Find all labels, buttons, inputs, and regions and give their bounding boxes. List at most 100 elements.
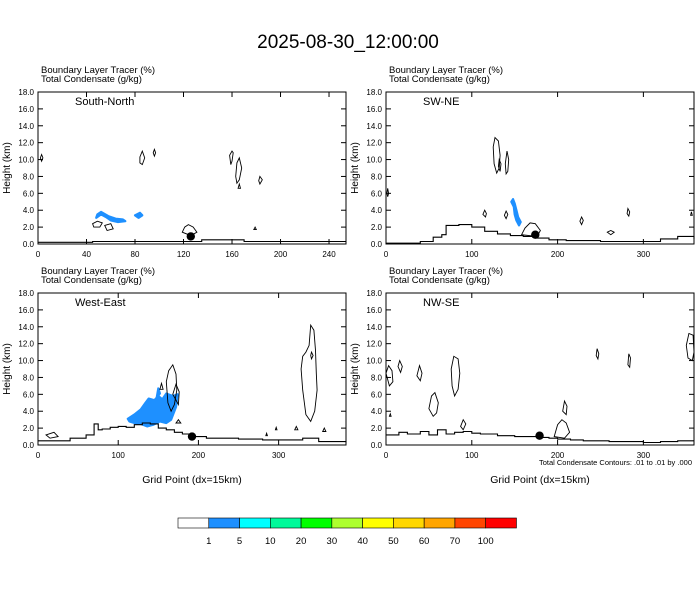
y-tick-label: 4.0 [371, 206, 383, 215]
x-tick-label: 0 [384, 451, 389, 460]
y-tick-label: 16.0 [366, 306, 382, 315]
y-tick-label: 10.0 [366, 357, 382, 366]
x-tick-label: 200 [192, 451, 206, 460]
tracer-area [133, 211, 144, 219]
condensate-contour [385, 364, 394, 387]
y-tick-label: 16.0 [18, 306, 34, 315]
condensate-contour [310, 350, 314, 361]
panel-label: NW-SE [423, 297, 459, 309]
y-tick-label: 6.0 [371, 189, 383, 198]
condensate-contour [388, 412, 392, 417]
figure-title: 2025-08-30_12:00:00 [257, 32, 439, 53]
x-tick-label: 120 [177, 250, 191, 259]
condensate-contour [627, 353, 631, 369]
panel-4: Boundary Layer Tracer (%)Total Condensat… [350, 266, 695, 486]
y-tick-label: 2.0 [371, 424, 383, 433]
y-tick-label: 6.0 [23, 390, 35, 399]
y-tick-label: 14.0 [18, 323, 34, 332]
panel-header-tracer: Boundary Layer Tracer (%) [389, 266, 503, 277]
condensate-contour [258, 175, 263, 186]
condensate-contour [579, 215, 584, 226]
condensate-contour [152, 148, 157, 158]
panel-2: Boundary Layer Tracer (%)Total Condensat… [350, 65, 695, 259]
y-axis-label: Height (km) [350, 343, 361, 395]
colorbar-swatch [331, 517, 363, 529]
colorbar-swatch [239, 517, 271, 529]
x-tick-label: 200 [551, 451, 565, 460]
y-tick-label: 0.0 [23, 441, 35, 450]
condensate-contour [416, 363, 423, 382]
colorbar-swatch [393, 517, 425, 529]
condensate-contour [165, 363, 178, 413]
colorbar-swatch [485, 517, 517, 529]
x-axis-label: Grid Point (dx=15km) [490, 474, 590, 486]
y-tick-label: 4.0 [23, 407, 35, 416]
y-tick-label: 6.0 [23, 189, 35, 198]
contour-note: Total Condensate Contours: .01 to .01 by… [539, 458, 692, 467]
plot-frame [385, 91, 695, 245]
x-tick-label: 240 [322, 250, 336, 259]
location-marker [531, 230, 540, 239]
colorbar-label: 30 [327, 536, 338, 547]
condensate-contour [139, 149, 146, 166]
y-tick-label: 8.0 [23, 172, 35, 181]
tracer-area [95, 210, 127, 224]
y-tick-label: 4.0 [371, 407, 383, 416]
x-tick-label: 300 [637, 250, 651, 259]
x-tick-label: 100 [465, 451, 479, 460]
y-tick-label: 16.0 [366, 105, 382, 114]
panel-label: West-East [75, 297, 126, 309]
y-tick-label: 12.0 [366, 139, 382, 148]
condensate-contour [450, 355, 461, 398]
condensate-contour [497, 157, 502, 172]
panel-label: South-North [75, 96, 134, 108]
colorbar-label: 5 [237, 536, 242, 547]
condensate-contour [175, 418, 182, 424]
condensate-contour [45, 431, 59, 439]
colorbar: 1 5 10 20 30 40 50 60 70 100 [177, 517, 517, 547]
plot-frame [37, 292, 347, 446]
condensate-contour [595, 348, 600, 361]
panel-header-condensate: Total Condensate (g/kg) [41, 74, 142, 85]
terrain-line [38, 239, 346, 243]
y-tick-label: 10.0 [18, 357, 34, 366]
y-tick-label: 8.0 [371, 373, 383, 382]
y-tick-label: 0.0 [23, 240, 35, 249]
x-tick-label: 0 [384, 250, 389, 259]
x-tick-label: 100 [112, 451, 126, 460]
condensate-contour [293, 425, 299, 431]
y-tick-label: 12.0 [366, 340, 382, 349]
panel-header-tracer: Boundary Layer Tracer (%) [41, 266, 155, 277]
plot-frame [385, 292, 695, 446]
panel-header-condensate: Total Condensate (g/kg) [41, 275, 142, 286]
condensate-contour [237, 182, 242, 189]
condensate-contour [274, 425, 278, 431]
condensate-contour [159, 381, 164, 390]
y-axis-label: Height (km) [350, 142, 361, 194]
condensate-contour [503, 210, 509, 220]
colorbar-label: 60 [419, 536, 430, 547]
panel-3: Boundary Layer Tracer (%)Total Condensat… [2, 266, 347, 486]
colorbar-swatch [208, 517, 240, 529]
colorbar-label: 20 [296, 536, 307, 547]
condensate-contour [300, 323, 318, 423]
condensate-contour [104, 223, 114, 232]
condensate-contour [690, 211, 693, 216]
y-tick-label: 16.0 [18, 105, 34, 114]
condensate-contour [321, 427, 327, 432]
condensate-contour [92, 220, 103, 228]
condensate-contour [172, 382, 180, 407]
location-marker [187, 432, 197, 441]
y-tick-label: 2.0 [23, 424, 35, 433]
y-axis-label: Height (km) [2, 142, 13, 194]
colorbar-swatch [177, 517, 210, 529]
colorbar-label: 10 [265, 536, 276, 547]
panel-header-condensate: Total Condensate (g/kg) [389, 275, 490, 286]
y-tick-label: 0.0 [371, 441, 383, 450]
colorbar-swatch [454, 517, 486, 529]
colorbar-label: 70 [450, 536, 461, 547]
y-tick-label: 2.0 [371, 223, 383, 232]
colorbar-label: 50 [388, 536, 399, 547]
colorbar-swatch [300, 517, 333, 529]
y-tick-label: 0.0 [371, 240, 383, 249]
